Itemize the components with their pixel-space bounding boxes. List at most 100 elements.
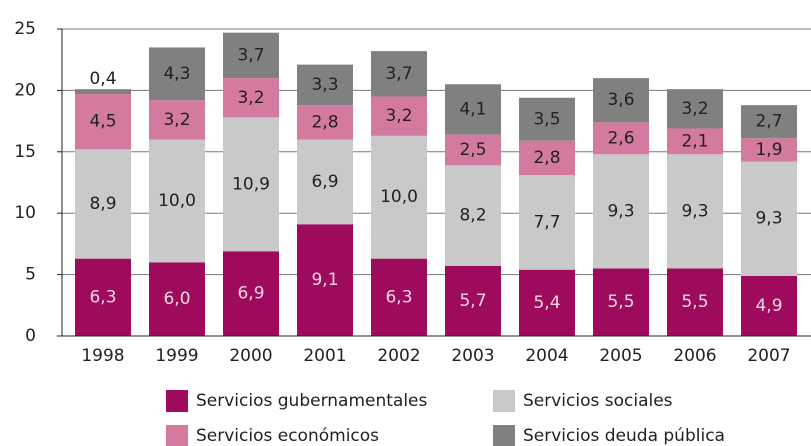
y-tick-label: 5 — [25, 265, 36, 285]
bar-segment — [519, 175, 575, 270]
data-label: 2,7 — [755, 112, 782, 132]
x-tick-label: 2003 — [451, 346, 494, 366]
bar-segment — [445, 84, 501, 135]
data-label: 6,9 — [311, 172, 338, 192]
data-label: 3,7 — [237, 45, 264, 65]
y-tick-label: 0 — [25, 326, 36, 346]
data-label: 8,2 — [459, 206, 486, 226]
bar-segment — [667, 268, 723, 336]
data-label: 9,3 — [607, 201, 634, 221]
data-label: 6,3 — [385, 287, 412, 307]
bar-segment — [371, 51, 427, 97]
data-label: 2,5 — [459, 140, 486, 160]
x-tick-label: 2000 — [229, 346, 272, 366]
y-tick-label: 10 — [14, 203, 36, 223]
data-label: 4,1 — [459, 99, 486, 119]
data-label: 3,2 — [681, 99, 708, 119]
data-label: 9,3 — [681, 201, 708, 221]
data-label: 10,9 — [232, 174, 270, 194]
bar-segment — [445, 134, 501, 166]
data-label: 7,7 — [533, 212, 560, 232]
bar-segment — [149, 100, 205, 140]
bar-segment — [149, 139, 205, 263]
bar-segment — [297, 224, 353, 336]
data-label: 6,3 — [89, 287, 116, 307]
data-label: 3,2 — [237, 88, 264, 108]
data-label: 10,0 — [380, 187, 418, 207]
legend-label: Servicios gubernamentales — [196, 391, 428, 411]
bar-segment — [75, 94, 131, 150]
x-tick-label: 2004 — [525, 346, 568, 366]
data-label: 3,6 — [607, 90, 634, 110]
x-tick-label: 2007 — [747, 346, 790, 366]
bar-segment — [371, 135, 427, 259]
legend-swatch — [166, 425, 188, 446]
data-label: 1,9 — [755, 140, 782, 160]
y-tick-label: 20 — [14, 80, 36, 100]
data-label: 6,0 — [163, 289, 190, 309]
bar-segment — [445, 165, 501, 267]
legend-label: Servicios deuda pública — [523, 426, 725, 446]
legend-label: Servicios económicos — [196, 426, 379, 446]
data-label: 3,7 — [385, 64, 412, 84]
data-label: 3,2 — [163, 110, 190, 130]
legend-swatch — [166, 390, 188, 412]
bar-segment — [371, 258, 427, 336]
bar-segment — [667, 154, 723, 269]
bar-segment — [149, 47, 205, 101]
bar-segment — [519, 140, 575, 176]
data-label: 3,2 — [385, 106, 412, 126]
bar-segment — [667, 89, 723, 129]
bar-segment — [297, 139, 353, 225]
bar-segment — [149, 262, 205, 336]
bar-segment — [297, 105, 353, 140]
bar-segment — [741, 275, 797, 336]
x-tick-label: 2002 — [377, 346, 420, 366]
bar-segment — [593, 268, 649, 336]
data-label: 2,8 — [533, 148, 560, 168]
data-label: 3,5 — [533, 109, 560, 129]
data-label: 10,0 — [158, 191, 196, 211]
bar-segment — [75, 258, 131, 336]
bar-segment — [741, 138, 797, 162]
data-label: 2,6 — [607, 128, 634, 148]
legend-label: Servicios sociales — [523, 391, 673, 411]
x-tick-label: 2006 — [673, 346, 716, 366]
data-label: 0,4 — [89, 69, 116, 89]
x-tick-label: 2005 — [599, 346, 642, 366]
x-tick-label: 1998 — [81, 346, 124, 366]
bar-segment — [371, 96, 427, 136]
bar-segment — [223, 78, 279, 118]
data-label: 2,1 — [681, 131, 708, 151]
data-label: 4,3 — [163, 64, 190, 84]
bar-segment — [297, 64, 353, 106]
data-label: 5,7 — [459, 291, 486, 311]
bar-segment — [75, 89, 131, 95]
x-tick-label: 2001 — [303, 346, 346, 366]
data-label: 2,8 — [311, 112, 338, 132]
bar-segment — [593, 78, 649, 123]
bar-segment — [223, 251, 279, 336]
data-label: 4,9 — [755, 296, 782, 316]
bar-segment — [445, 266, 501, 336]
bar-segment — [593, 154, 649, 269]
data-label: 8,9 — [89, 194, 116, 214]
y-tick-label: 15 — [14, 142, 36, 162]
bar-segment — [223, 117, 279, 252]
data-label: 5,5 — [607, 292, 634, 312]
legend-swatch — [493, 425, 515, 446]
data-label: 9,3 — [755, 209, 782, 229]
bar-segment — [741, 105, 797, 139]
data-label: 6,9 — [237, 284, 264, 304]
bar-segment — [741, 161, 797, 276]
data-label: 5,5 — [681, 292, 708, 312]
bar-segment — [223, 32, 279, 79]
data-label: 4,5 — [89, 112, 116, 132]
bar-segment — [75, 149, 131, 259]
bar-segment — [519, 97, 575, 141]
data-label: 3,3 — [311, 75, 338, 95]
bar-segment — [667, 128, 723, 155]
bar-segment — [593, 122, 649, 155]
data-label: 5,4 — [533, 293, 560, 313]
